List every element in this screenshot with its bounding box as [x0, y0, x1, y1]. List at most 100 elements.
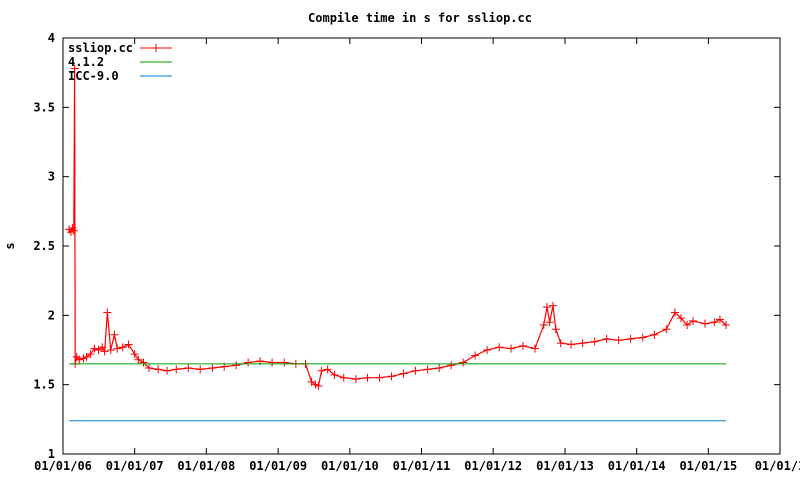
data-point	[602, 334, 611, 343]
x-tick-label: 01/01/07	[106, 459, 164, 473]
data-point	[495, 343, 504, 352]
data-point	[471, 351, 480, 360]
data-point	[387, 372, 396, 381]
data-point	[154, 365, 163, 374]
data-point	[100, 347, 109, 356]
data-point	[323, 365, 332, 374]
y-tick-label: 4	[48, 31, 55, 45]
data-point	[208, 364, 217, 373]
data-point	[69, 226, 78, 235]
x-tick-label: 01/01/10	[321, 459, 379, 473]
data-point	[683, 321, 692, 330]
data-point	[549, 301, 558, 310]
data-point	[244, 358, 253, 367]
legend: ssliop.cc 4.1.2 ICC-9.0	[68, 41, 172, 83]
y-tick-label: 1	[48, 447, 55, 461]
data-point	[314, 382, 323, 391]
data-point	[75, 355, 84, 364]
data-point	[124, 340, 133, 349]
x-tick-label: 01/01/14	[608, 459, 666, 473]
data-point	[339, 373, 348, 382]
data-point	[539, 321, 548, 330]
data-point	[423, 365, 432, 374]
data-point	[98, 343, 107, 352]
x-tick-label: 01/01/12	[464, 459, 522, 473]
data-point	[106, 346, 115, 354]
plot-frame	[62, 37, 781, 455]
data-point	[184, 364, 193, 373]
data-point	[163, 366, 172, 375]
data-point	[662, 325, 671, 334]
legend-label-icc: ICC-9.0	[68, 69, 119, 83]
data-point	[578, 339, 587, 348]
chart-title: Compile time in s for ssliop.cc	[308, 11, 532, 25]
x-tick-label: 01/01/08	[177, 459, 235, 473]
data-point	[113, 344, 122, 353]
legend-marker-ssliop	[152, 44, 160, 52]
data-point	[110, 330, 119, 339]
data-point	[363, 373, 372, 382]
data-point	[232, 361, 241, 370]
data-point	[435, 364, 444, 373]
data-point	[459, 358, 468, 367]
x-tick-label: 01/01/13	[536, 459, 594, 473]
data-point	[411, 366, 420, 375]
data-point	[677, 314, 686, 323]
y-axis-label: s	[3, 242, 17, 249]
data-point	[351, 375, 360, 384]
data-point	[638, 333, 647, 342]
data-point	[103, 308, 112, 317]
data-point	[70, 64, 79, 73]
data-point	[715, 315, 724, 324]
data-point	[317, 366, 326, 375]
x-tick-label: 01/01/11	[393, 459, 451, 473]
data-point	[722, 321, 731, 330]
data-point	[710, 318, 719, 327]
x-tick-label: 01/01/15	[679, 459, 737, 473]
data-point	[519, 341, 528, 350]
data-point	[545, 318, 554, 327]
data-point	[701, 319, 710, 328]
x-tick-label: 01/01/1	[755, 459, 800, 473]
data-point	[507, 344, 516, 353]
data-point	[118, 343, 127, 352]
data-point	[689, 316, 698, 325]
series-layer	[65, 64, 731, 422]
data-point	[196, 365, 205, 374]
data-point	[172, 365, 181, 374]
data-point	[86, 350, 95, 359]
data-point	[670, 308, 679, 317]
data-point	[139, 358, 148, 367]
data-point	[134, 355, 143, 364]
data-point	[375, 373, 384, 382]
data-point	[399, 369, 408, 378]
data-point	[330, 370, 339, 379]
data-point	[590, 337, 599, 346]
data-point	[614, 336, 623, 345]
data-point	[268, 358, 277, 367]
x-axis: 01/01/06 01/01/07 01/01/08 01/01/09 01/01/10…	[34, 38, 800, 473]
y-axis: 1 1.5 2 2.5 3 3.5 4	[33, 31, 780, 461]
y-tick-label: 2	[48, 308, 55, 322]
y-tick-label: 3	[48, 170, 55, 184]
data-point	[483, 346, 492, 354]
data-point	[650, 330, 659, 339]
data-point	[530, 344, 539, 353]
x-tick-label: 01/01/06	[34, 459, 92, 473]
data-point	[556, 339, 565, 348]
data-point	[447, 361, 456, 370]
data-point	[567, 340, 576, 349]
x-tick-label: 01/01/09	[249, 459, 307, 473]
data-point	[626, 334, 635, 343]
data-point	[542, 303, 551, 312]
y-tick-label: 1.5	[33, 378, 55, 392]
data-point	[551, 325, 560, 334]
y-tick-label: 2.5	[33, 239, 55, 253]
data-point	[90, 344, 99, 353]
y-tick-label: 3.5	[33, 100, 55, 114]
data-point	[144, 364, 153, 373]
data-point	[280, 358, 289, 367]
data-point	[130, 350, 139, 359]
legend-label-4-1-2: 4.1.2	[68, 55, 104, 69]
